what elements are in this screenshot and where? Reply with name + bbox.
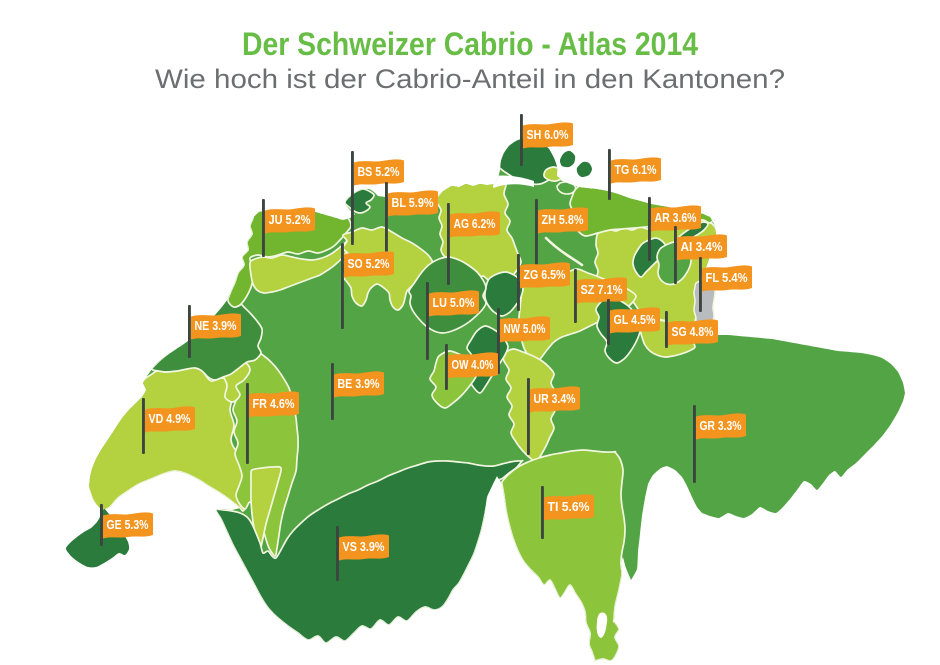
svg-text:VD 4.9%: VD 4.9%	[149, 411, 191, 426]
svg-text:TI 5.6%: TI 5.6%	[548, 499, 590, 514]
svg-text:NW 5.0%: NW 5.0%	[504, 321, 546, 336]
svg-text:AG 6.2%: AG 6.2%	[454, 216, 496, 231]
svg-text:NE 3.9%: NE 3.9%	[195, 318, 237, 333]
svg-text:GL 4.5%: GL 4.5%	[614, 312, 656, 327]
svg-text:BE 3.9%: BE 3.9%	[338, 376, 380, 391]
svg-text:FL 5.4%: FL 5.4%	[706, 270, 748, 285]
svg-text:ZG 6.5%: ZG 6.5%	[524, 267, 566, 282]
svg-text:FR 4.6%: FR 4.6%	[253, 396, 295, 411]
svg-text:Der Schweizer Cabrio - Atlas 2: Der Schweizer Cabrio - Atlas 2014	[242, 26, 698, 62]
svg-text:SG 4.8%: SG 4.8%	[672, 324, 714, 339]
svg-text:SZ 7.1%: SZ 7.1%	[581, 282, 623, 297]
svg-text:BS 5.2%: BS 5.2%	[358, 164, 400, 179]
svg-text:OW 4.0%: OW 4.0%	[452, 357, 494, 372]
svg-text:AI 3.4%: AI 3.4%	[681, 239, 723, 254]
svg-text:VS 3.9%: VS 3.9%	[343, 539, 385, 554]
svg-text:AR 3.6%: AR 3.6%	[655, 210, 697, 225]
svg-text:UR 3.4%: UR 3.4%	[534, 391, 576, 406]
svg-text:LU 5.0%: LU 5.0%	[433, 295, 475, 310]
svg-text:SO 5.2%: SO 5.2%	[348, 256, 390, 271]
svg-text:JU 5.2%: JU 5.2%	[269, 212, 311, 227]
svg-text:GR 3.3%: GR 3.3%	[700, 418, 742, 433]
svg-text:BL 5.9%: BL 5.9%	[392, 195, 434, 210]
svg-text:SH 6.0%: SH 6.0%	[527, 127, 569, 142]
svg-text:ZH 5.8%: ZH 5.8%	[542, 212, 584, 227]
svg-text:GE 5.3%: GE 5.3%	[107, 517, 149, 532]
svg-text:Wie hoch ist der Cabrio-Anteil: Wie hoch ist der Cabrio-Anteil in den Ka…	[155, 64, 785, 94]
svg-text:TG 6.1%: TG 6.1%	[615, 162, 657, 177]
